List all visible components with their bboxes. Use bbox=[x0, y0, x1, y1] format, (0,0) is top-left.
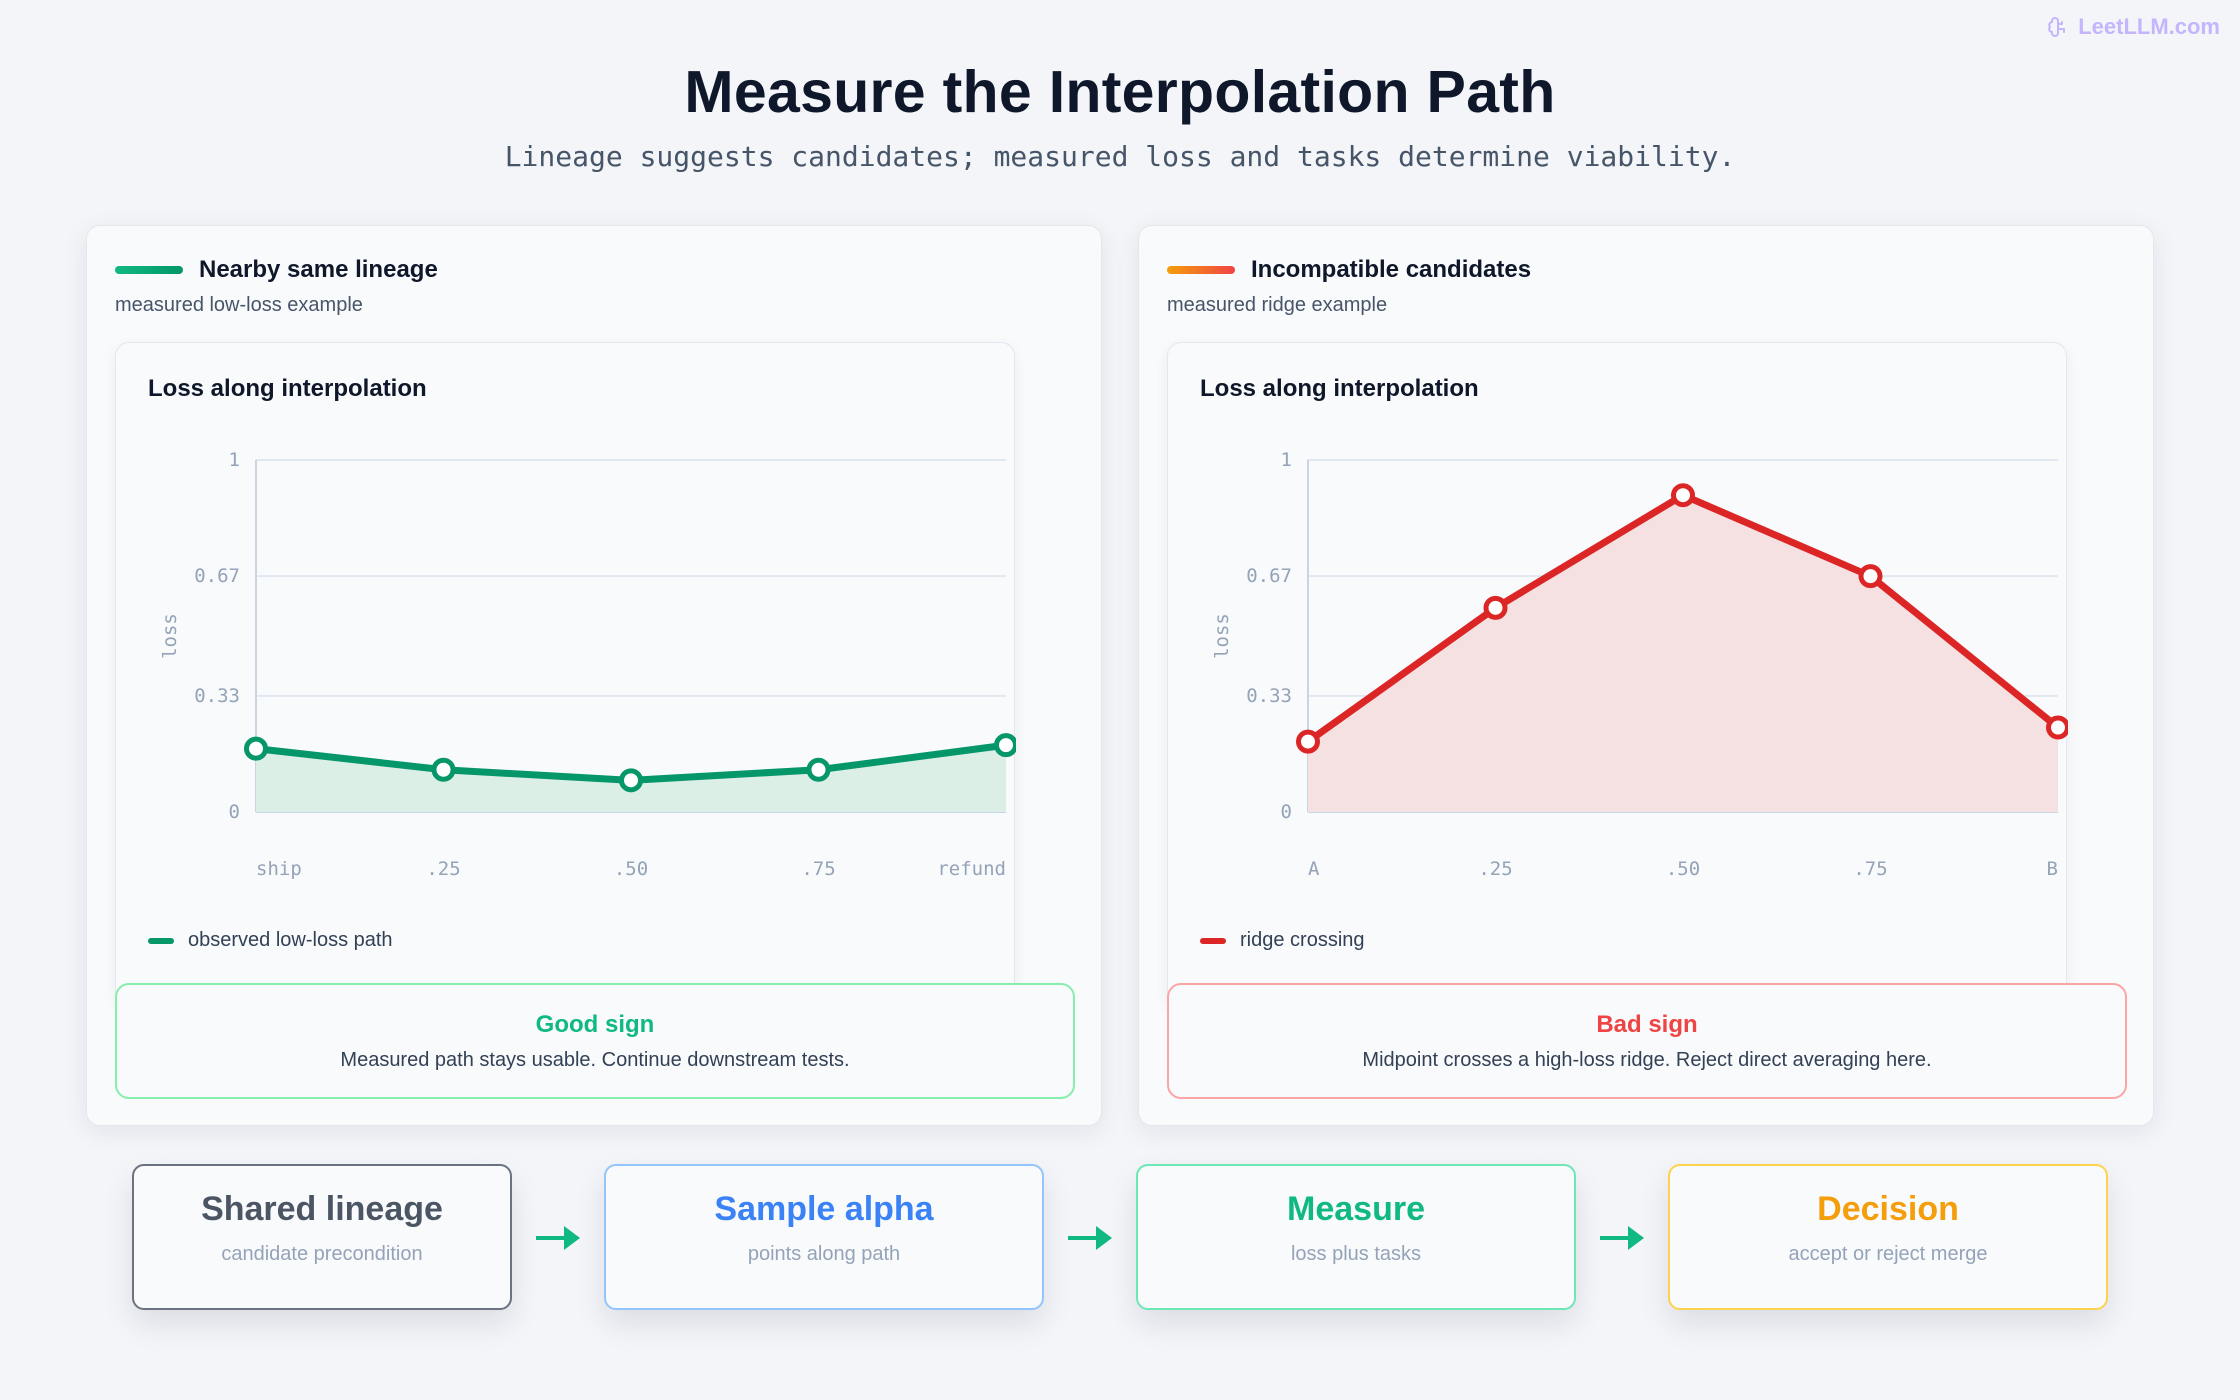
accent-bar bbox=[115, 266, 183, 274]
step-subtitle: accept or reject merge bbox=[1788, 1243, 1988, 1265]
step-title: Measure bbox=[1287, 1190, 1425, 1228]
step-title: Sample alpha bbox=[714, 1190, 934, 1228]
bad-sign-box: Bad sign Midpoint crosses a high-loss ri… bbox=[1167, 983, 2127, 1099]
series-area bbox=[256, 745, 1006, 812]
x-tick-label: refund bbox=[937, 858, 1006, 880]
chart-title: Loss along interpolation bbox=[1200, 375, 1479, 402]
y-tick-label: 0.67 bbox=[194, 565, 240, 587]
y-tick-label: 1 bbox=[1281, 449, 1292, 471]
x-tick-label: .50 bbox=[1666, 858, 1700, 880]
x-tick-label: .50 bbox=[614, 858, 648, 880]
panel-incompatible: Incompatible candidates measured ridge e… bbox=[1138, 225, 2154, 1126]
brand-label: LeetLLM.com bbox=[2078, 14, 2220, 39]
x-tick-label: B bbox=[2047, 858, 2058, 880]
legend-label: observed low-loss path bbox=[188, 929, 393, 951]
step-measure: Measure loss plus tasks bbox=[1136, 1164, 1576, 1310]
y-tick-label: 0.33 bbox=[194, 685, 240, 707]
accent-bar bbox=[1167, 266, 1235, 274]
arrow-right-icon bbox=[536, 1226, 580, 1250]
chart-legend: ridge crossing bbox=[1200, 929, 1365, 952]
good-sign-box: Good sign Measured path stays usable. Co… bbox=[115, 983, 1075, 1099]
y-tick-label: 0 bbox=[229, 801, 240, 823]
page-subtitle: Lineage suggests candidates; measured lo… bbox=[504, 140, 1736, 173]
panel-title: Incompatible candidates bbox=[1251, 256, 1532, 283]
data-point bbox=[244, 736, 268, 761]
y-axis-label: loss bbox=[1211, 613, 1233, 659]
data-point bbox=[806, 757, 831, 782]
x-tick-label: ship bbox=[256, 858, 302, 880]
step-decision: Decision accept or reject merge bbox=[1668, 1164, 2108, 1310]
x-tick-label: A bbox=[1308, 858, 1320, 880]
chart-title: Loss along interpolation bbox=[148, 375, 427, 402]
step-title: Shared lineage bbox=[201, 1190, 443, 1228]
y-axis-label: loss bbox=[159, 613, 181, 659]
legend-swatch bbox=[1200, 937, 1226, 944]
x-tick-label: .75 bbox=[801, 858, 835, 880]
panel-same-lineage: Nearby same lineage measured low-loss ex… bbox=[86, 225, 1102, 1126]
sign-title: Bad sign bbox=[1596, 1011, 1698, 1038]
panel-subtitle: measured ridge example bbox=[1167, 294, 1388, 316]
chart-card: Loss along interpolation 0 0.33 0.67 1 loss s… bbox=[115, 342, 1016, 1007]
data-point bbox=[1671, 483, 1695, 508]
page-title: Measure the Interpolation Path bbox=[684, 59, 1556, 125]
chart-legend: observed low-loss path bbox=[148, 929, 393, 952]
x-tick-label: .75 bbox=[1853, 858, 1887, 880]
x-tick-label: .25 bbox=[1478, 858, 1512, 880]
y-tick-label: 0.33 bbox=[1246, 685, 1292, 707]
sign-title: Good sign bbox=[535, 1011, 655, 1038]
panel-header: Incompatible candidates bbox=[1167, 256, 1531, 284]
step-sample-alpha: Sample alpha points along path bbox=[604, 1164, 1044, 1310]
brain-icon bbox=[2048, 16, 2066, 37]
loss-chart: 0 0.33 0.67 1 loss A .25 .50 .75 B bbox=[1211, 449, 2068, 880]
panel-header: Nearby same lineage bbox=[115, 256, 438, 284]
arrow-right-icon bbox=[1600, 1226, 1644, 1250]
sign-text: Measured path stays usable. Continue dow… bbox=[340, 1049, 850, 1071]
y-tick-label: 1 bbox=[229, 449, 240, 471]
series-area bbox=[1308, 495, 2058, 812]
data-point bbox=[2046, 715, 2068, 740]
data-point bbox=[994, 733, 1016, 758]
step-title: Decision bbox=[1817, 1190, 1959, 1228]
sign-text: Midpoint crosses a high-loss ridge. Reje… bbox=[1362, 1049, 1932, 1071]
step-subtitle: candidate precondition bbox=[221, 1243, 423, 1265]
y-tick-label: 0.67 bbox=[1246, 565, 1292, 587]
data-point bbox=[1483, 595, 1508, 620]
step-shared-lineage: Shared lineage candidate precondition bbox=[132, 1164, 512, 1310]
legend-label: ridge crossing bbox=[1240, 929, 1365, 951]
data-point bbox=[619, 768, 643, 793]
brand-logo: LeetLLM.com bbox=[2046, 14, 2220, 40]
chart-card: Loss along interpolation 0 0.33 0.67 1 loss A… bbox=[1167, 342, 2068, 1007]
loss-chart: 0 0.33 0.67 1 loss ship .25 .50 .75 refund bbox=[159, 449, 1016, 880]
data-point bbox=[1858, 564, 1883, 589]
data-point bbox=[431, 757, 456, 782]
arrow-right-icon bbox=[1068, 1226, 1112, 1250]
x-tick-label: .25 bbox=[426, 858, 460, 880]
y-tick-label: 0 bbox=[1281, 801, 1292, 823]
panel-title: Nearby same lineage bbox=[199, 256, 438, 283]
step-subtitle: loss plus tasks bbox=[1290, 1243, 1422, 1265]
step-subtitle: points along path bbox=[747, 1243, 901, 1265]
legend-swatch bbox=[148, 937, 174, 944]
data-point bbox=[1296, 729, 1320, 754]
panel-subtitle: measured low-loss example bbox=[115, 294, 363, 316]
